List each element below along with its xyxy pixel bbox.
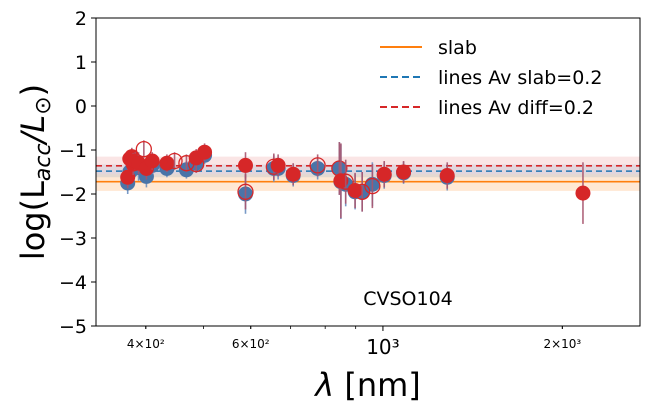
y-tick-label: 2	[75, 8, 87, 30]
data-point	[285, 166, 301, 182]
data-point	[333, 173, 349, 189]
data-point	[135, 140, 152, 158]
x-tick-label: 2×10³	[543, 337, 581, 351]
data-point	[237, 183, 254, 200]
x-tick-label: 4×10²	[127, 337, 165, 351]
x-axis: 4×10² 6×10² 10³ 2×10³	[127, 326, 581, 359]
reference-bands	[96, 156, 640, 191]
legend-label: slab	[438, 37, 477, 59]
y-tick-label: 0	[75, 96, 87, 118]
data-points	[120, 140, 591, 224]
legend-label: lines Av diff=0.2	[438, 97, 594, 119]
y-tick-label: −5	[59, 316, 87, 338]
data-point	[166, 152, 183, 170]
x-tick-label: 6×10²	[232, 337, 270, 351]
data-point	[197, 144, 213, 160]
data-point	[270, 157, 286, 173]
x-axis-label: λ [nm]	[313, 366, 421, 404]
data-point	[237, 157, 253, 173]
data-point	[309, 157, 326, 174]
data-point	[337, 173, 354, 190]
y-tick-label: −4	[59, 272, 87, 294]
data-point	[120, 169, 136, 185]
data-point	[144, 153, 160, 169]
plot-frame	[95, 17, 641, 327]
chart-annotation: CVSO104	[363, 288, 453, 310]
data-point	[439, 168, 455, 184]
data-point	[364, 177, 381, 195]
y-tick-label: −2	[59, 184, 87, 206]
y-tick-label: 1	[75, 52, 87, 74]
x-tick-label: 10³	[366, 335, 399, 359]
y-axis: 2 1 0 −1 −2 −3 −4 −5	[59, 8, 96, 338]
y-axis-label: log(Lacc/L⊙)	[14, 84, 56, 260]
data-point	[396, 164, 412, 180]
legend-label: lines Av slab=0.2	[438, 67, 602, 89]
data-point	[376, 166, 392, 182]
data-point	[354, 183, 371, 200]
legend: slab lines Av slab=0.2 lines Av diff=0.2	[380, 37, 602, 119]
data-point	[575, 185, 591, 201]
y-tick-label: −3	[59, 228, 87, 250]
y-tick-label: −1	[59, 140, 87, 162]
